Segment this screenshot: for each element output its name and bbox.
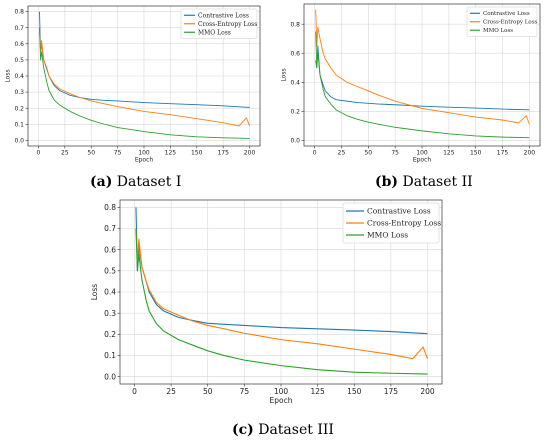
series-line-2 [135,228,428,375]
x-tick-label: 175 [217,150,229,157]
y-tick-label: 0.1 [104,351,116,360]
y-tick-label: 0.5 [104,266,116,275]
y-tick-label: 0.4 [104,288,116,297]
series-line-2 [39,27,250,139]
y-tick-label: 0.8 [104,203,116,212]
y-tick-label: 0.0 [14,138,24,145]
x-tick-label: 125 [443,150,455,157]
x-tick-label: 200 [524,150,536,157]
legend-entry-1: Cross-Entropy Loss [367,219,441,228]
x-tick-label: 150 [347,387,362,396]
legend-entry-2: MMO Loss [367,231,408,240]
x-tick-label: 50 [203,387,213,396]
legend-box [180,8,258,39]
legend-entry-1: Cross-Entropy Loss [483,20,538,26]
chart-panel-b: 0 25 50 75 100 125 150 175 200 0.0 0.2 0.4 0.6 0.8 Epo… [278,0,548,170]
caption-c-text: Dataset III [258,422,334,438]
y-tick-label: 0.8 [290,21,300,28]
x-tick-label: 125 [165,150,177,157]
x-tick-label: 50 [87,150,95,157]
caption-b-letter: (b) [375,174,399,190]
x-tick-label: 0 [132,387,137,396]
legend-entry-1: Cross-Entropy Loss [198,21,257,28]
series-line-1 [135,228,429,360]
caption-b: (b) Dataset II [375,174,473,190]
legend-box [466,6,538,37]
chart-panel-a: 0 25 50 75 100 125 150 175 200 0.0 0.1 0.2 0.3 0.4 0.5… [0,0,270,170]
x-tick-label: 125 [310,387,325,396]
caption-a-text: Dataset I [116,174,182,190]
x-axis-label: Epoch [270,396,293,405]
x-tick-label: 25 [166,387,176,396]
series-line-2 [315,31,530,139]
y-tick-label: 0.0 [290,137,300,144]
series-line-1 [39,27,250,127]
x-tick-label: 25 [338,150,346,157]
y-tick-label: 0.6 [104,245,116,254]
chart-c: 0 25 50 75 100 125 150 175 200 0.0 0.1 0.2 0.3 0.4 0.5… [90,199,443,405]
x-tick-label: 150 [470,150,482,157]
legend-entry-2: MMO Loss [483,28,513,34]
y-tick-label: 0.4 [14,73,24,80]
legend-entry-2: MMO Loss [198,29,231,36]
axes-frame [303,3,541,147]
x-tick-label: 100 [274,387,289,396]
axes-frame [119,199,443,385]
x-axis-label: Epoch [413,157,432,164]
x-tick-label: 100 [416,150,428,157]
x-tick-label: 25 [61,150,69,157]
y-tick-label: 0.8 [14,9,24,16]
chart-b: 0 25 50 75 100 125 150 175 200 0.0 0.2 0.4 0.6 0.8 Epo… [280,3,541,164]
x-axis-label: Epoch [135,157,154,164]
x-tick-label: 75 [240,387,250,396]
y-tick-label: 0.3 [14,89,24,96]
x-tick-label: 175 [384,387,399,396]
caption-a-letter: (a) [90,174,113,190]
y-axis-label: Loss [4,69,11,82]
x-tick-label: 150 [191,150,203,157]
x-tick-label: 75 [391,150,399,157]
chart-a: 0 25 50 75 100 125 150 175 200 0.0 0.1 0.2 0.3 0.4 0.5… [4,5,261,164]
chart-panel-c: 0 25 50 75 100 125 150 175 200 0.0 0.1 0.2 0.3 0.4 0.5… [80,194,460,419]
y-axis-label: Loss [90,284,99,301]
y-tick-label: 0.7 [14,25,24,32]
x-tick-label: 200 [244,150,256,157]
y-tick-label: 0.2 [104,330,116,339]
caption-b-text: Dataset II [402,174,473,190]
y-tick-label: 0.2 [14,105,24,112]
caption-c: (c) Dataset III [232,422,334,438]
y-axis-label: Loss [280,68,287,81]
y-tick-label: 0.7 [104,224,116,233]
legend-entry-0: Contrastive Loss [483,11,530,17]
y-tick-label: 0.4 [290,79,300,86]
series-line-1 [315,9,530,125]
x-tick-label: 175 [497,150,509,157]
caption-c-letter: (c) [232,422,254,438]
x-tick-label: 75 [114,150,122,157]
x-tick-label: 50 [364,150,372,157]
y-tick-label: 0.6 [14,41,24,48]
y-tick-label: 0.5 [14,57,24,64]
y-tick-label: 0.6 [290,50,300,57]
y-tick-label: 0.0 [104,372,116,381]
x-tick-label: 0 [37,150,41,157]
axes-frame [27,5,261,147]
y-tick-label: 0.1 [14,121,24,128]
legend-entry-0: Contrastive Loss [198,12,249,19]
x-tick-label: 0 [313,150,317,157]
legend-entry-0: Contrastive Loss [367,207,431,216]
legend-box [342,202,440,244]
x-tick-label: 200 [420,387,435,396]
x-tick-label: 100 [138,150,150,157]
y-tick-label: 0.3 [104,309,116,318]
caption-a: (a) Dataset I [90,174,181,190]
y-tick-label: 0.2 [290,108,300,115]
